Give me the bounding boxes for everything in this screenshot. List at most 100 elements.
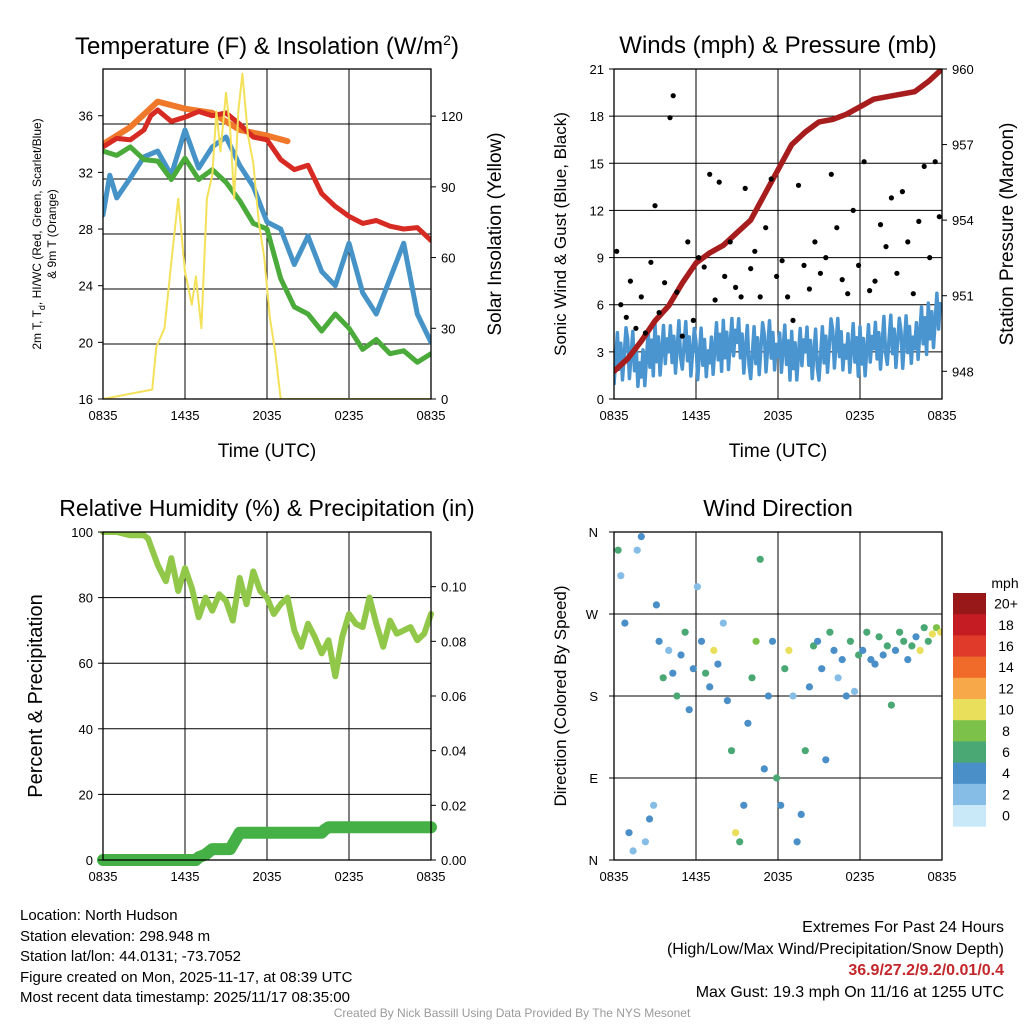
direction-point (887, 701, 896, 709)
direction-point (814, 637, 822, 645)
direction-point (773, 774, 781, 782)
y2-tick-label: 954 (952, 213, 974, 228)
colorbar-swatch (953, 593, 986, 615)
colorbar-label: 18 (998, 617, 1014, 633)
direction-point (805, 683, 814, 691)
series-line (103, 144, 431, 365)
direction-point (764, 692, 773, 700)
direction-point (859, 646, 867, 655)
y-tick-label: 32 (79, 165, 93, 180)
colorbar-label: 0 (1002, 808, 1010, 824)
y-axis-label: Direction (Colored By Speed) (551, 585, 570, 806)
gust-point (774, 273, 780, 279)
gust-point (623, 314, 629, 320)
gust-point (648, 259, 654, 265)
gust-point (916, 218, 922, 224)
x-tick-label: 0835 (600, 869, 629, 884)
colorbar-title: mph (991, 575, 1018, 591)
gust-point (927, 255, 933, 261)
gust-point (861, 159, 867, 165)
x-tick-label: 0835 (89, 408, 118, 423)
gust-point (733, 284, 739, 290)
direction-point (693, 583, 702, 591)
colorbar-label: 14 (998, 659, 1014, 675)
gust-point (712, 297, 718, 303)
gust-point (757, 294, 763, 300)
direction-point (801, 747, 809, 755)
gust-point (716, 179, 722, 185)
gust-point (936, 214, 942, 220)
x-tick-label: 2035 (764, 408, 793, 423)
direction-point (756, 555, 764, 563)
x-tick-label: 2035 (253, 408, 282, 423)
direction-point (621, 619, 629, 627)
gust-point (707, 171, 713, 177)
x-axis-label: Time (UTC) (218, 441, 317, 462)
sonic-wind-line (614, 291, 942, 389)
direction-point (842, 692, 850, 700)
pressure-line (614, 69, 942, 375)
y2-axis-label: Solar Insolation (Yellow) (485, 132, 506, 335)
humidity-line (100, 532, 434, 680)
y2-tick-label: 0.02 (441, 798, 466, 813)
y-tick-label: 16 (79, 392, 93, 407)
chart-title: Wind Direction (703, 495, 853, 521)
plot-border (102, 68, 432, 400)
gust-point (618, 302, 624, 308)
x-tick-label: 0835 (928, 408, 957, 423)
gust-point (795, 182, 802, 188)
colorbar-label: 16 (998, 638, 1014, 654)
gust-point (690, 317, 696, 323)
colorbar-swatch (953, 656, 986, 679)
gust-point (812, 239, 818, 245)
y-label-part: 2m T, T (30, 309, 44, 349)
y2-tick-label: 0 (441, 392, 448, 407)
direction-point (629, 847, 637, 855)
direction-point (689, 665, 697, 673)
gust-point (823, 255, 829, 261)
y-label-part: , HI/WC (Red, Green, Scarlet/Blue) (30, 118, 44, 305)
gust-point (856, 262, 862, 268)
direction-point (937, 628, 942, 636)
gust-point (932, 159, 938, 165)
direction-point (781, 665, 789, 673)
y-axis-label-line2: & 9m T (Orange) (45, 189, 59, 279)
gust-point (779, 258, 785, 264)
direction-point (879, 651, 887, 659)
direction-point (875, 633, 883, 641)
direction-point (920, 624, 928, 632)
gust-point (685, 239, 691, 245)
chart-title: Relative Humidity (%) & Precipitation (i… (59, 495, 474, 521)
y-tick-label: 80 (79, 591, 93, 606)
y-tick-label: 0 (86, 853, 93, 868)
y2-axis-label: Station Pressure (Maroon) (997, 123, 1018, 346)
direction-point (677, 651, 685, 659)
plot-area (97, 532, 437, 866)
colorbar-swatch (953, 635, 986, 658)
gust-point (790, 317, 796, 323)
colorbar-swatch (953, 783, 986, 806)
gust-point (752, 248, 758, 254)
gust-point (910, 291, 916, 297)
extremes-values: 36.9/27.2/9.2/0.01/0.4 (848, 962, 1004, 979)
gust-point (748, 266, 754, 272)
direction-point (673, 692, 681, 700)
gust-point (801, 262, 807, 268)
direction-point (904, 656, 912, 664)
x-tick-label: 1435 (171, 408, 200, 423)
max-gust-text: Max Gust: 19.3 mph On 11/16 at 1255 UTC (695, 983, 1004, 1001)
direction-point (797, 810, 805, 819)
y2-tick-label: 30 (441, 321, 455, 336)
plot-area (103, 72, 431, 399)
latlon-text: Station lat/lon: 44.0131; -73.7052 (20, 948, 242, 965)
direction-point (871, 660, 879, 668)
y2-tick-label: 0.04 (441, 744, 466, 759)
gust-point (633, 325, 639, 331)
gust-point (905, 239, 911, 245)
gust-point (817, 270, 824, 276)
title-tail: ) (451, 33, 459, 60)
y-tick-label: 18 (590, 109, 604, 124)
gust-point (828, 171, 834, 177)
y2-tick-label: 0.08 (441, 634, 466, 649)
y2-tick-label: 0.06 (441, 689, 466, 704)
